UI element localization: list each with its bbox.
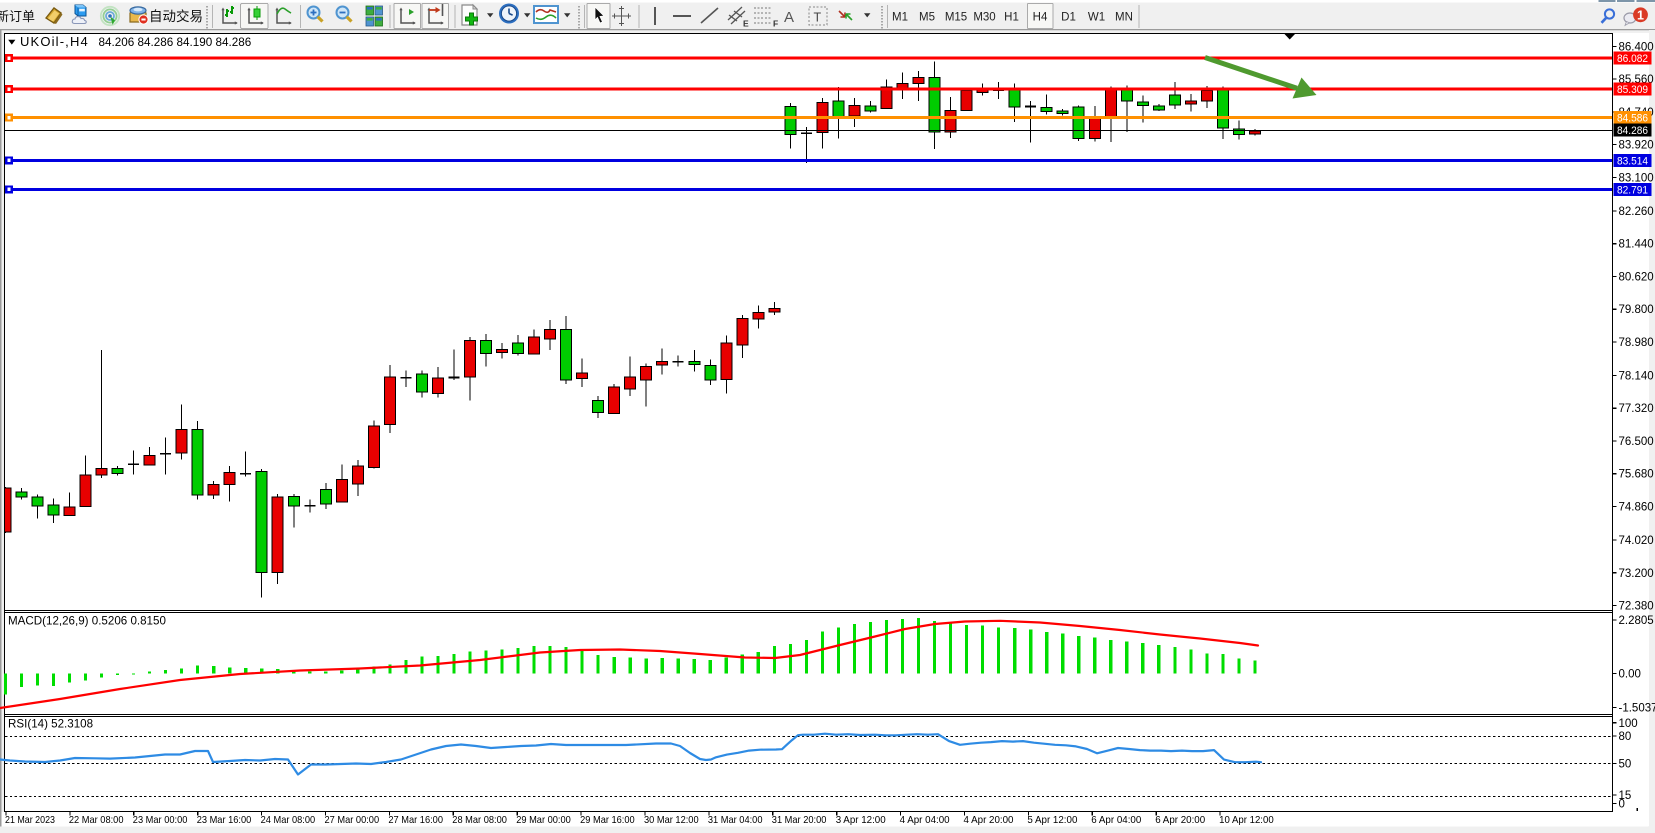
svg-text:74.020: 74.020 [1619, 535, 1654, 547]
svg-text:D1: D1 [1061, 12, 1076, 24]
svg-text:新订单: 新订单 [0, 9, 35, 24]
svg-text:15: 15 [1619, 790, 1632, 802]
svg-text:E: E [743, 19, 749, 29]
svg-text:W1: W1 [1088, 12, 1105, 24]
svg-text:2.2805: 2.2805 [1619, 615, 1654, 627]
svg-text:100: 100 [1619, 718, 1638, 730]
svg-text:83.100: 83.100 [1619, 172, 1654, 184]
svg-text:72.380: 72.380 [1619, 601, 1654, 613]
svg-text:0: 0 [1619, 799, 1625, 811]
svg-text:84.586: 84.586 [1617, 113, 1648, 125]
svg-text:M30: M30 [973, 12, 995, 24]
svg-text:22 Mar 08:00: 22 Mar 08:00 [69, 814, 124, 826]
svg-text:82.791: 82.791 [1617, 185, 1648, 197]
svg-text:0.00: 0.00 [1619, 669, 1641, 681]
svg-text:80.620: 80.620 [1619, 271, 1654, 283]
svg-text:4 Apr 04:00: 4 Apr 04:00 [900, 814, 950, 826]
svg-text:3 Apr 12:00: 3 Apr 12:00 [836, 814, 886, 826]
svg-text:31 Mar 04:00: 31 Mar 04:00 [708, 814, 763, 826]
svg-text:28 Mar 08:00: 28 Mar 08:00 [452, 814, 507, 826]
svg-text:27 Mar 00:00: 27 Mar 00:00 [325, 814, 380, 826]
svg-text:6 Apr 04:00: 6 Apr 04:00 [1091, 814, 1141, 826]
svg-text:5 Apr 12:00: 5 Apr 12:00 [1027, 814, 1077, 826]
svg-text:82.260: 82.260 [1619, 206, 1654, 218]
svg-text:MACD(12,26,9) 0.5206 0.8150: MACD(12,26,9) 0.5206 0.8150 [8, 615, 166, 628]
svg-text:29 Mar 00:00: 29 Mar 00:00 [516, 814, 571, 826]
svg-text:78.140: 78.140 [1619, 371, 1654, 383]
svg-text:M1: M1 [892, 12, 908, 24]
svg-text:78.980: 78.980 [1619, 337, 1654, 349]
svg-text:31 Mar 20:00: 31 Mar 20:00 [772, 814, 827, 826]
svg-text:6 Apr 20:00: 6 Apr 20:00 [1155, 814, 1205, 826]
svg-text:-1.5037: -1.5037 [1619, 703, 1655, 715]
svg-text:自动交易: 自动交易 [149, 8, 203, 24]
svg-text:RSI(14) 52.3108: RSI(14) 52.3108 [8, 718, 93, 731]
svg-text:H4: H4 [1033, 12, 1048, 24]
svg-text:4 Apr 20:00: 4 Apr 20:00 [964, 814, 1014, 826]
svg-text:A: A [784, 9, 794, 26]
svg-text:21 Mar 2023: 21 Mar 2023 [5, 814, 55, 826]
svg-text:H1: H1 [1004, 12, 1019, 24]
svg-text:86.082: 86.082 [1617, 53, 1648, 65]
svg-text:84.206 84.286 84.190 84.286: 84.206 84.286 84.190 84.286 [99, 36, 252, 49]
svg-text:27 Mar 16:00: 27 Mar 16:00 [388, 814, 443, 826]
svg-text:T: T [814, 11, 822, 25]
svg-text:85.309: 85.309 [1617, 84, 1648, 96]
svg-text:23 Mar 16:00: 23 Mar 16:00 [197, 814, 252, 826]
svg-text:F: F [773, 19, 778, 29]
svg-text:M15: M15 [945, 12, 967, 24]
svg-text:83.514: 83.514 [1617, 156, 1648, 168]
svg-text:75.680: 75.680 [1619, 469, 1654, 481]
svg-text:UKOil-,H4: UKOil-,H4 [20, 34, 89, 49]
svg-text:74.860: 74.860 [1619, 502, 1654, 514]
svg-text:86.400: 86.400 [1619, 42, 1654, 54]
svg-text:24 Mar 08:00: 24 Mar 08:00 [261, 814, 316, 826]
svg-text:23 Mar 00:00: 23 Mar 00:00 [133, 814, 188, 826]
svg-text:77.320: 77.320 [1619, 403, 1654, 415]
svg-text:M5: M5 [919, 12, 935, 24]
svg-text:1: 1 [1637, 8, 1644, 22]
svg-text:50: 50 [1619, 759, 1632, 771]
svg-text:29 Mar 16:00: 29 Mar 16:00 [580, 814, 635, 826]
svg-text:79.800: 79.800 [1619, 304, 1654, 316]
svg-text:80: 80 [1619, 731, 1632, 743]
svg-text:81.440: 81.440 [1619, 239, 1654, 251]
svg-text:73.200: 73.200 [1619, 568, 1654, 580]
svg-text:30 Mar 12:00: 30 Mar 12:00 [644, 814, 699, 826]
svg-text:10 Apr 12:00: 10 Apr 12:00 [1219, 814, 1274, 826]
svg-text:76.500: 76.500 [1619, 436, 1654, 448]
svg-text:MN: MN [1115, 12, 1133, 24]
svg-text:83.920: 83.920 [1619, 140, 1654, 152]
svg-text:84.286: 84.286 [1617, 125, 1648, 137]
